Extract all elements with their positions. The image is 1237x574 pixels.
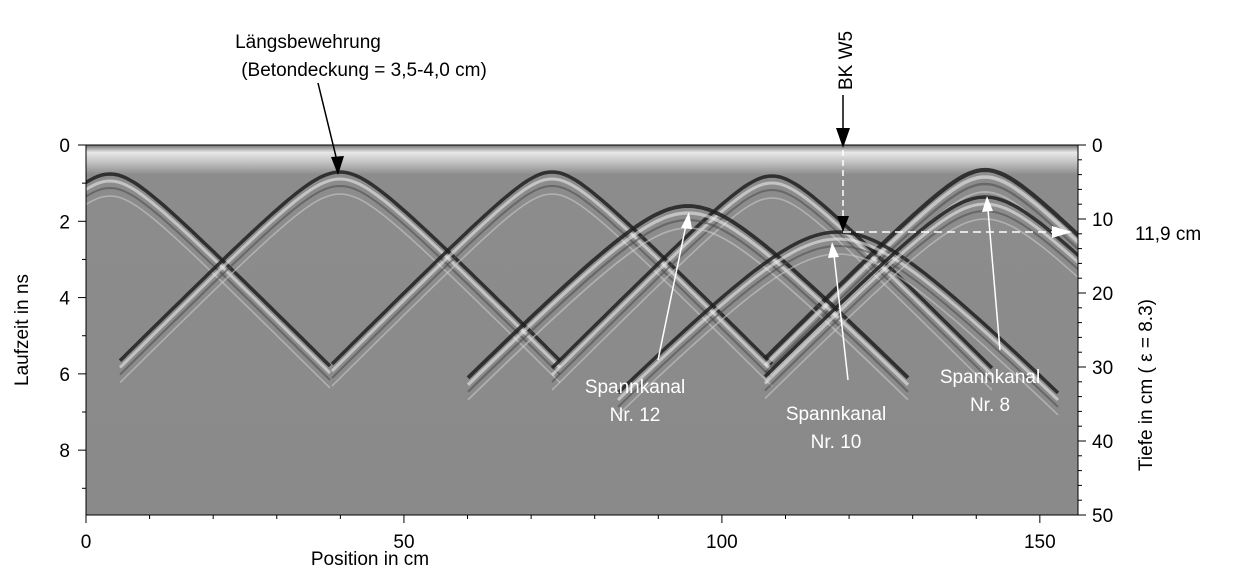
reflection: [118, 170, 562, 362]
reflection: [551, 188, 993, 383]
y2-axis-label: Tiefe in cm ( ε = 8.3): [1136, 299, 1157, 471]
annotation: (Betondeckung = 3,5-4,0 cm): [241, 60, 487, 81]
reflection: [331, 193, 773, 387]
reflection: [617, 253, 1059, 416]
reflection: [550, 181, 994, 377]
reflection: [331, 184, 773, 379]
reflection: [86, 172, 332, 368]
reflection: [330, 177, 774, 373]
y2-tick-label: 0: [1092, 136, 1103, 157]
reflection: [119, 184, 561, 376]
y-tick-label: 2: [59, 212, 70, 233]
y-tick-label: 4: [59, 289, 70, 310]
annotation: 11,9 cm: [1135, 224, 1201, 245]
annotation: Spannkanal: [786, 404, 886, 425]
annotation: Spannkanal: [585, 377, 685, 398]
y-tick-label: 8: [59, 441, 70, 462]
y2-tick-label: 40: [1092, 432, 1113, 453]
annotation: Nr. 10: [811, 432, 862, 453]
x-tick-label: 0: [81, 532, 92, 553]
plot-frame: [85, 144, 1079, 516]
reflection: [119, 193, 561, 384]
annotation: BK W5: [836, 31, 857, 90]
annotation: Nr. 12: [610, 405, 661, 426]
reflection: [330, 170, 774, 366]
reflection: [86, 195, 331, 389]
reflection: [617, 244, 1059, 408]
annotation: Längsbewehrung: [235, 32, 381, 53]
reflection: [764, 218, 1078, 400]
reflection: [86, 186, 331, 381]
reflection: [86, 179, 332, 375]
x-axis-label: Position in cm: [311, 549, 429, 570]
reflection: [118, 177, 562, 369]
y-tick-label: 0: [59, 136, 70, 157]
reflection: [763, 167, 1078, 361]
x-tick-label: 50: [393, 532, 414, 553]
x-tick-label: 150: [1024, 532, 1056, 553]
y2-tick-label: 20: [1092, 284, 1113, 305]
reflection: [616, 237, 1060, 401]
annotation: Nr. 8: [970, 395, 1010, 416]
reflection: [616, 230, 1060, 395]
arrows: [317, 82, 1072, 381]
annotation: Spannkanal: [940, 367, 1040, 388]
reflection: [551, 197, 993, 391]
y2-tick-label: 50: [1092, 506, 1113, 527]
y2-tick-label: 30: [1092, 358, 1113, 379]
reflection: [763, 195, 1078, 378]
y2-tick-label: 10: [1092, 210, 1113, 231]
reflection: [550, 174, 994, 370]
x-tick-label: 100: [706, 532, 738, 553]
y-tick-label: 6: [59, 365, 70, 386]
reflection: [764, 182, 1078, 374]
y-axis-label: Laufzeit in ns: [12, 274, 33, 386]
